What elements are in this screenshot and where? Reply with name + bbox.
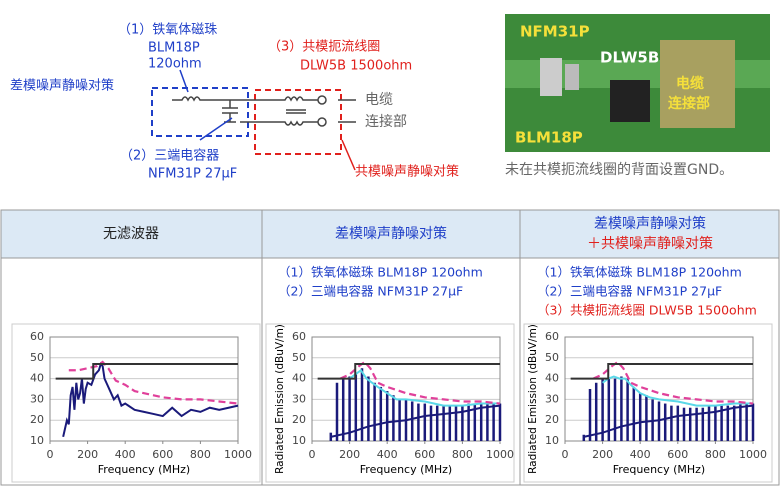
photo-caption: 未在共模扼流线圈的背面设置GND。	[505, 162, 733, 178]
series-line	[570, 363, 753, 380]
x-tick-label: 400	[115, 448, 136, 461]
photo: NFM31P DLW5B 电缆 连接部 BLM18P 未在共模扼流线圈的背面设置…	[505, 14, 770, 178]
series-line	[330, 404, 501, 438]
x-tick-label: 600	[667, 448, 688, 461]
chart-frame	[265, 323, 515, 483]
y-tick-label: 30	[30, 392, 44, 405]
x-tick-label: 800	[452, 448, 473, 461]
bead-label: 120ohm	[148, 57, 202, 72]
x-tick-label: 200	[339, 448, 360, 461]
x-tick-label: 200	[592, 448, 613, 461]
y-tick-label: 60	[30, 330, 44, 343]
y-tick-label: 10	[30, 434, 44, 447]
component	[565, 64, 579, 90]
series-line	[317, 363, 500, 380]
series-line	[62, 362, 239, 438]
y-axis-title: Radiated Emission (dBuV/m)	[274, 324, 286, 474]
component	[610, 80, 650, 122]
photo-label: DLW5B	[600, 49, 659, 67]
cm-box	[254, 89, 342, 155]
photo-label: 电缆	[676, 75, 704, 92]
y-tick-label: 50	[292, 351, 306, 364]
y-tick-label: 10	[292, 434, 306, 447]
x-tick-label: 400	[630, 448, 651, 461]
y-tick-label: 60	[545, 330, 559, 343]
bead-label: BLM18P	[148, 41, 200, 56]
choke-label: DLW5B 1500ohm	[300, 59, 412, 74]
col-divider	[261, 210, 521, 485]
y-tick-label: 30	[292, 392, 306, 405]
y-tick-label: 50	[30, 351, 44, 364]
cap-label: NFM31P 27μF	[148, 167, 237, 182]
y-tick-label: 50	[545, 351, 559, 364]
bead-label: （1）铁氧体磁珠	[118, 23, 217, 38]
y-tick-label: 10	[545, 434, 559, 447]
connector	[660, 40, 735, 128]
x-tick-label: 600	[414, 448, 435, 461]
component	[540, 58, 562, 96]
plot-area	[49, 336, 239, 442]
note: （1）铁氧体磁珠 BLM18P 120ohm	[278, 265, 483, 280]
y-tick-label: 40	[292, 372, 306, 385]
cm-label: 共模噪声静噪对策	[355, 164, 459, 180]
x-tick-label: 400	[377, 448, 398, 461]
note: （2）三端电容器 NFM31P 27μF	[537, 284, 722, 299]
x-tick-label: 1000	[486, 448, 514, 461]
header: 差模噪声静噪对策	[594, 215, 706, 232]
header: 无滤波器	[103, 226, 159, 242]
photo-label: BLM18P	[515, 129, 583, 147]
cap-label: （2）三端电容器	[120, 148, 219, 164]
circuit-diagram: （1）铁氧体磁珠 BLM18P 120ohm 差模噪声静噪对策 （3）共模扼流线…	[10, 23, 459, 182]
chart-frame	[11, 323, 261, 483]
x-tick-label: 200	[77, 448, 98, 461]
series-line	[55, 363, 238, 380]
y-axis-title: Radiated Emission (dBuV/m)	[527, 324, 539, 474]
series-line	[602, 375, 753, 407]
x-axis-title: Frequency (MHz)	[98, 463, 190, 476]
x-tick-label: 800	[705, 448, 726, 461]
y-tick-label: 20	[292, 413, 306, 426]
photo-label: 连接部	[668, 95, 710, 112]
header: 差模噪声静噪对策	[335, 225, 447, 242]
note: （2）三端电容器 NFM31P 27μF	[278, 284, 463, 299]
y-tick-label: 20	[545, 413, 559, 426]
y-tick-label: 40	[545, 372, 559, 385]
series-line	[339, 360, 501, 405]
series-line	[592, 360, 754, 405]
x-tick-label: 1000	[739, 448, 767, 461]
circuit-lines	[172, 95, 356, 127]
y-tick-label: 40	[30, 372, 44, 385]
series-line	[68, 360, 239, 405]
y-tick-label: 30	[545, 392, 559, 405]
note: （3）共模扼流线圈 DLW5B 1500ohm	[537, 303, 757, 318]
pointer	[341, 139, 356, 171]
x-axis-title: Frequency (MHz)	[360, 463, 452, 476]
x-tick-label: 800	[190, 448, 211, 461]
dm-box	[151, 87, 249, 137]
pointer	[179, 69, 233, 141]
cable-label: 电缆	[365, 92, 393, 108]
y-tick-label: 20	[30, 413, 44, 426]
x-tick-label: 0	[47, 448, 54, 461]
x-tick-label: 0	[562, 448, 569, 461]
note: （1）铁氧体磁珠 BLM18P 120ohm	[537, 265, 742, 280]
x-axis-title: Frequency (MHz)	[613, 463, 705, 476]
series-line	[349, 368, 500, 407]
cable-label: 连接部	[365, 113, 407, 130]
header: ＋共模噪声静噪对策	[587, 235, 713, 252]
series-line	[583, 404, 754, 438]
x-tick-label: 0	[309, 448, 316, 461]
photo-label: NFM31P	[520, 23, 590, 41]
choke-label: （3）共模扼流线圈	[268, 40, 380, 55]
x-tick-label: 1000	[224, 448, 252, 461]
dm-label: 差模噪声静噪对策	[10, 78, 114, 94]
x-tick-label: 600	[152, 448, 173, 461]
y-tick-label: 60	[292, 330, 306, 343]
